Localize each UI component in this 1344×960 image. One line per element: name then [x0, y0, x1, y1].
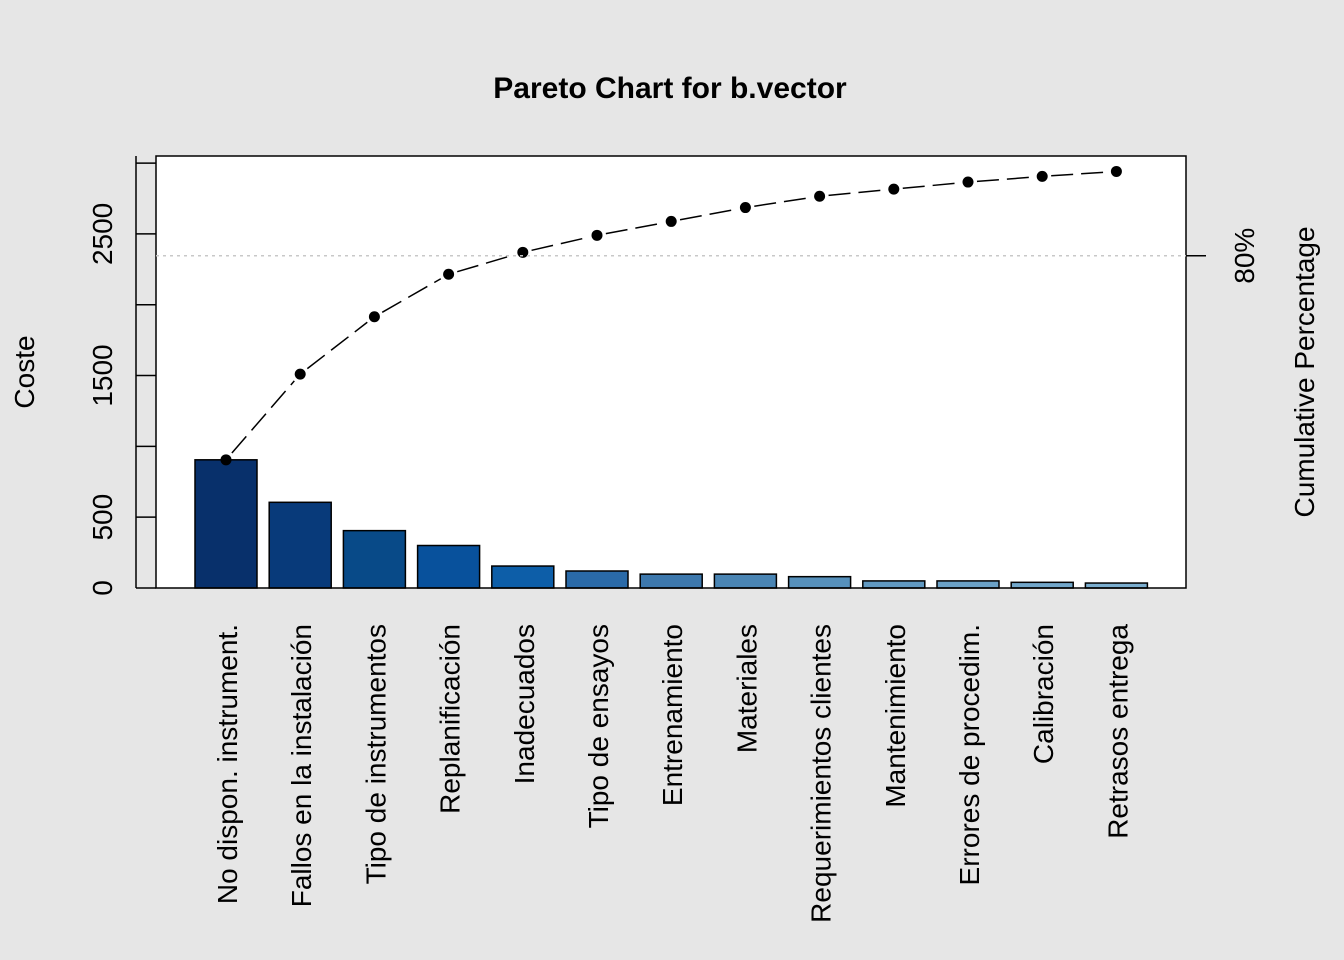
- cumulative-segment: [531, 236, 589, 252]
- cumulative-segment: [679, 208, 737, 221]
- x-category-label: Tipo de ensayos: [583, 624, 614, 828]
- cumulative-segment: [457, 254, 515, 273]
- y2-tick-label: 80%: [1229, 228, 1260, 284]
- x-axis-labels: No dispon. instrument. Fallos en la insta…: [212, 624, 1133, 923]
- chart-title: Pareto Chart for b.vector: [493, 72, 847, 105]
- right-y-axis: 80%: [156, 228, 1260, 284]
- cumulative-segment: [306, 321, 368, 370]
- x-category-label: Fallos en la instalación: [286, 624, 317, 907]
- cumulative-point: [294, 368, 306, 380]
- cumulative-segment: [976, 176, 1034, 183]
- cumulative-point: [962, 176, 974, 188]
- y-axis-title: Coste: [9, 335, 40, 408]
- cumulative-segment: [605, 222, 663, 235]
- y-tick-label: 2500: [87, 203, 118, 265]
- x-category-label: Materiales: [731, 624, 762, 753]
- bar: [1010, 581, 1074, 589]
- y-tick-label: 1500: [87, 344, 118, 406]
- x-category-label: Mantenimiento: [880, 624, 911, 808]
- x-category-label: Errores de procedim.: [954, 624, 985, 885]
- bar: [639, 573, 703, 589]
- x-category-label: Replanificación: [435, 624, 466, 814]
- x-category-label: Inadecuados: [509, 624, 540, 784]
- cumulative-segment: [754, 196, 811, 207]
- y-tick-label: 500: [87, 494, 118, 541]
- cumulative-point: [665, 215, 677, 227]
- cumulative-segment: [231, 380, 295, 454]
- x-category-label: Entrenamiento: [657, 624, 688, 806]
- cumulative-point: [1036, 170, 1048, 182]
- x-category-label: Tipo de instrumentos: [360, 624, 391, 884]
- bar: [491, 565, 555, 589]
- bar: [713, 573, 778, 589]
- cumulative-point: [1110, 165, 1122, 177]
- cumulative-point: [814, 190, 826, 202]
- bar: [268, 501, 332, 589]
- x-category-label: No dispon. instrument.: [212, 624, 243, 904]
- cumulative-segment: [1051, 171, 1108, 177]
- cumulative-segment: [828, 189, 885, 197]
- cumulative-point: [368, 311, 380, 323]
- plot-frame: [155, 155, 1187, 589]
- bar: [936, 580, 1000, 589]
- cumulative-point: [220, 454, 232, 466]
- cumulative-point: [443, 268, 455, 280]
- cumulative-segment: [381, 278, 442, 313]
- y-tick-label: 0: [87, 580, 118, 596]
- bar: [342, 529, 407, 589]
- bar: [862, 580, 926, 589]
- cumulative-point: [888, 183, 900, 195]
- y2-axis-title: Cumulative Percentage: [1289, 226, 1320, 517]
- x-category-label: Retrasos entrega: [1102, 624, 1133, 839]
- cumulative-segment: [902, 182, 960, 190]
- x-category-label: Requerimientos clientes: [806, 624, 837, 923]
- bars-group: [194, 459, 1149, 589]
- left-y-axis: 0 500 1500 2500: [87, 156, 156, 596]
- bar: [416, 544, 481, 589]
- x-category-label: Calibración: [1028, 624, 1059, 764]
- cumulative-point: [739, 202, 751, 214]
- cumulative-line-group: [220, 165, 1122, 466]
- cumulative-point: [591, 229, 603, 241]
- bar: [565, 570, 629, 589]
- bar: [194, 459, 258, 589]
- bar: [787, 575, 852, 589]
